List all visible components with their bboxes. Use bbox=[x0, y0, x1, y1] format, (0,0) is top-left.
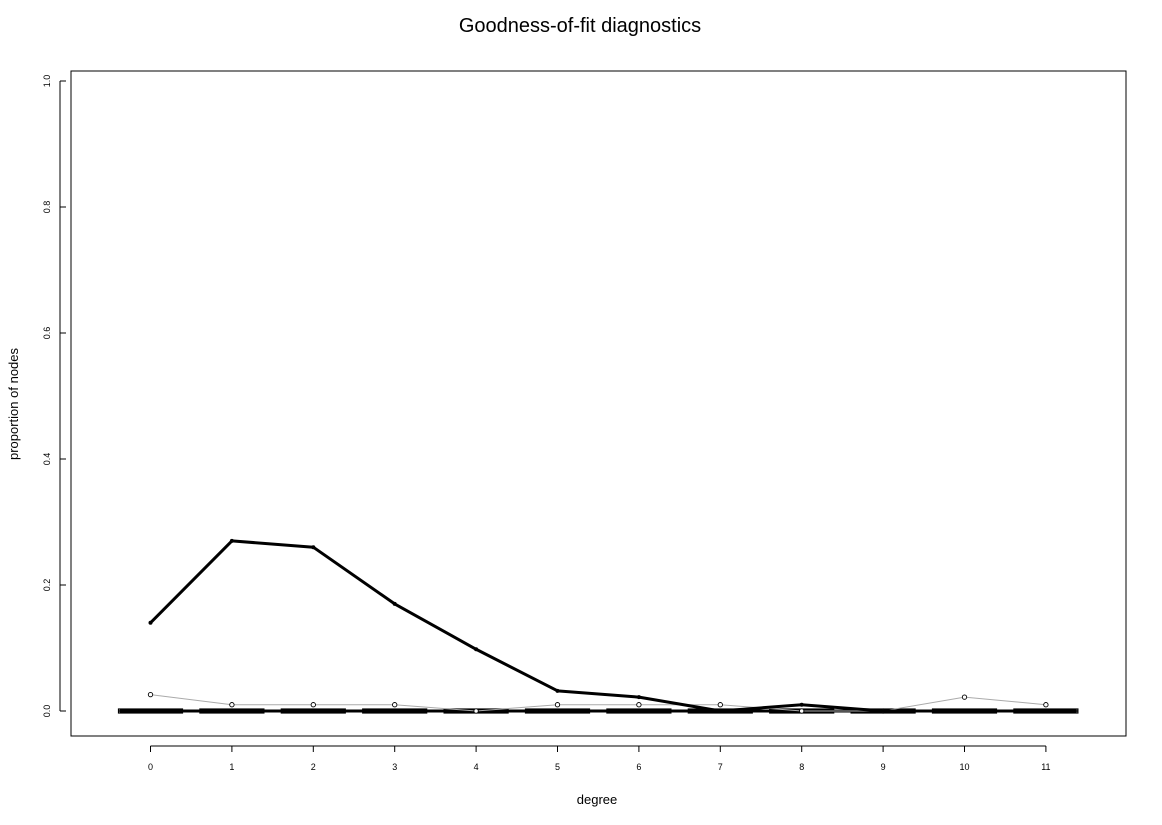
observed-series-line bbox=[149, 539, 1048, 713]
observed-series-point bbox=[555, 688, 560, 693]
thin-series-point bbox=[717, 702, 723, 708]
observed-series-point bbox=[881, 709, 886, 713]
thin-series-point bbox=[229, 702, 235, 708]
thin-series-point bbox=[636, 702, 642, 708]
x-tick-label: 0 bbox=[148, 762, 153, 772]
y-axis: 0.0 0.2 0.4 0.6 0.8 1.0 bbox=[42, 75, 66, 718]
y-tick-label: 0.0 bbox=[42, 705, 52, 718]
x-tick-label: 4 bbox=[474, 762, 479, 772]
observed-series-point bbox=[962, 709, 967, 713]
y-axis-label: proportion of nodes bbox=[6, 347, 21, 460]
observed-series-point bbox=[311, 545, 316, 550]
thin-series-point bbox=[310, 702, 316, 708]
thin-series-point bbox=[799, 708, 805, 714]
y-tick-label: 0.6 bbox=[42, 327, 52, 340]
observed-series-point bbox=[229, 538, 234, 543]
thin-series-point bbox=[473, 708, 479, 714]
x-tick-label: 1 bbox=[229, 762, 234, 772]
chart-title: Goodness-of-fit diagnostics bbox=[459, 15, 701, 37]
x-tick-label: 11 bbox=[1041, 762, 1050, 772]
series-layer bbox=[117, 538, 1079, 714]
thin-series-point bbox=[392, 702, 398, 708]
observed-series-point bbox=[718, 709, 723, 713]
thin-series-line bbox=[150, 694, 1046, 712]
observed-series-point bbox=[392, 601, 397, 606]
observed-series-point bbox=[474, 647, 479, 652]
observed-series-point bbox=[799, 702, 804, 707]
observed-series-point bbox=[148, 620, 153, 625]
y-tick-label: 0.4 bbox=[42, 453, 52, 466]
thin-series-point bbox=[1043, 702, 1049, 708]
x-tick-label: 2 bbox=[311, 762, 316, 772]
x-tick-label: 9 bbox=[881, 762, 886, 772]
thin-series-point bbox=[554, 702, 561, 708]
y-tick-label: 1.0 bbox=[42, 75, 52, 88]
x-tick-label: 8 bbox=[799, 762, 804, 772]
x-axis-label: degree bbox=[577, 792, 617, 807]
y-tick-label: 0.8 bbox=[42, 201, 52, 214]
plot-frame bbox=[70, 70, 1127, 737]
x-axis: 0 1 2 3 4 5 6 7 8 9 10 11 bbox=[148, 745, 1051, 772]
y-tick-label: 0.2 bbox=[42, 579, 52, 592]
thin-series-point bbox=[961, 694, 968, 700]
x-tick-label: 7 bbox=[718, 762, 723, 772]
x-tick-label: 10 bbox=[959, 762, 969, 772]
x-tick-label: 6 bbox=[636, 762, 641, 772]
thin-series-point bbox=[147, 691, 154, 698]
observed-series-point bbox=[636, 695, 641, 700]
observed-series-point bbox=[1043, 709, 1048, 713]
x-tick-label: 3 bbox=[392, 762, 397, 772]
x-tick-label: 5 bbox=[555, 762, 560, 772]
